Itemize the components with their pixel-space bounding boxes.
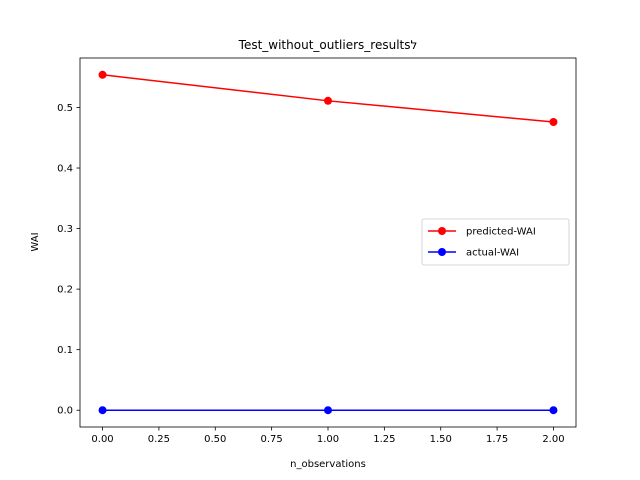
y-tick-label-5: 0.5 — [57, 103, 73, 114]
x-tick-label-4: 1.00 — [317, 434, 339, 445]
legend-marker-1 — [438, 248, 446, 256]
x-tick-label-7: 1.75 — [486, 434, 508, 445]
y-tick-label-1: 0.1 — [57, 345, 73, 356]
legend-label-1: actual-WAI — [466, 248, 519, 259]
y-tick-label-2: 0.2 — [57, 285, 73, 296]
x-tick-label-3: 0.75 — [261, 434, 283, 445]
y-tick-label-4: 0.4 — [57, 164, 73, 175]
series-1-point-1 — [324, 406, 332, 415]
x-tick-label-8: 2.00 — [542, 434, 564, 445]
series-layer — [98, 70, 558, 415]
series-0-point-0 — [98, 70, 107, 79]
x-tick-label-2: 0.50 — [204, 434, 226, 445]
chart-title: Test_without_outliers_resultsל — [238, 38, 418, 52]
y-tick-label-0: 0.0 — [57, 406, 73, 417]
y-tick-label-3: 0.3 — [57, 224, 73, 235]
series-0-point-1 — [324, 96, 332, 105]
x-axis-label: n_observations — [290, 459, 366, 470]
legend-box — [421, 218, 570, 266]
series-1-point-0 — [98, 406, 107, 415]
series-1-point-2 — [549, 406, 558, 415]
x-axis-ticks: 0.00 0.25 0.50 0.75 1.00 1.25 1.50 1.75 2.00 — [91, 427, 565, 445]
x-tick-label-5: 1.25 — [373, 434, 395, 445]
legend: predicted-WAI actual-WAI — [421, 218, 570, 266]
legend-label-0: predicted-WAI — [466, 227, 536, 238]
x-tick-label-6: 1.50 — [430, 434, 452, 445]
x-tick-label-0: 0.00 — [91, 434, 113, 445]
series-0-point-2 — [549, 118, 558, 127]
legend-marker-0 — [438, 227, 446, 235]
y-axis-ticks: 0.0 0.1 0.2 0.3 0.4 0.5 — [57, 103, 80, 417]
x-tick-label-1: 0.25 — [148, 434, 170, 445]
y-axis-label: WAI — [30, 232, 41, 251]
